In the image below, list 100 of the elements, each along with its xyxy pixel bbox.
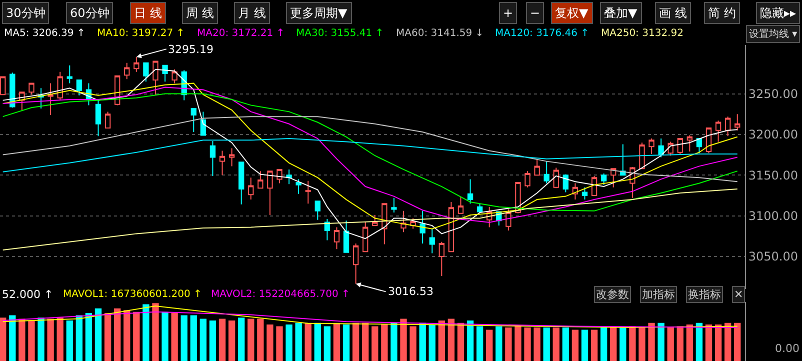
candlestick [658, 138, 664, 158]
candlestick [620, 144, 626, 176]
bar [438, 320, 445, 361]
text: 60分钟 [70, 6, 110, 20]
bar [428, 324, 436, 361]
candlestick [143, 62, 149, 82]
bar [28, 320, 35, 361]
candlestick [152, 60, 158, 96]
annotation: 3016.53 [388, 285, 434, 298]
text: + [503, 6, 514, 20]
bar [286, 324, 292, 361]
bar [190, 315, 197, 361]
bar [410, 326, 416, 361]
candlestick [134, 56, 140, 72]
bar [295, 322, 302, 361]
candlestick [314, 200, 320, 220]
annotation: 换指标 [688, 288, 721, 301]
bar [276, 326, 283, 361]
bar [342, 324, 350, 361]
candlestick [429, 228, 435, 254]
bar [572, 330, 579, 361]
bar [600, 327, 608, 361]
bar [696, 322, 703, 361]
bar [724, 322, 732, 361]
bar [734, 322, 741, 361]
candlestick [258, 170, 264, 189]
candlestick [57, 71, 63, 100]
candlestick [391, 197, 397, 214]
candlestick [296, 178, 302, 194]
bar [94, 308, 102, 361]
candlestick [66, 64, 72, 84]
candlestick [238, 162, 244, 205]
bar [352, 322, 360, 361]
candlestick [724, 116, 731, 137]
bar [705, 324, 712, 361]
bar [390, 322, 398, 361]
bar [686, 324, 694, 361]
text: 简 约 [708, 6, 736, 20]
text: MA120: 3176.46 ↑ [495, 28, 590, 39]
bar [66, 320, 73, 361]
candlestick [162, 64, 168, 82]
text: 复权▼ [555, 6, 589, 20]
bar [85, 312, 92, 361]
bar [209, 320, 216, 361]
bar [714, 324, 722, 361]
candlestick [305, 180, 311, 204]
bar [381, 324, 388, 361]
line-series [2, 188, 738, 250]
bar [104, 312, 112, 361]
candlestick [28, 82, 34, 96]
y-tick-label: 3150.00 [748, 168, 798, 182]
bar [590, 330, 598, 361]
annotation: 3295.19 [168, 43, 214, 56]
candlestick [343, 220, 350, 253]
text: MA20: 3172.21 ↑ [197, 28, 285, 39]
text: 隐藏▸▸ [760, 6, 796, 20]
bar [0, 318, 6, 361]
bar [658, 322, 664, 361]
text: MA5: 3206.39 ↑ [4, 28, 86, 39]
candlestick [420, 210, 426, 244]
candlestick [648, 138, 654, 154]
candlestick [95, 100, 102, 137]
bar [162, 312, 168, 361]
bar [257, 318, 264, 361]
bar [152, 303, 159, 361]
candlestick [352, 242, 359, 284]
bar [638, 327, 646, 361]
candlestick [553, 167, 559, 189]
candlestick [734, 114, 740, 131]
candlestick [210, 140, 216, 176]
candlestick [172, 68, 178, 84]
y-tick-label: 3200.00 [748, 128, 798, 142]
candlestick [219, 150, 226, 176]
bar [266, 324, 274, 361]
candlestick [562, 174, 568, 193]
bar [304, 322, 312, 361]
bar [648, 322, 655, 361]
bar [419, 322, 426, 361]
bar [448, 318, 455, 361]
candlestick [76, 79, 82, 96]
bar [171, 312, 178, 361]
series-label: MAVOL1: 167360601.200 ↑ [63, 289, 202, 300]
candlestick [677, 138, 683, 154]
bar [552, 327, 560, 361]
text: 画 线 [659, 6, 687, 20]
candlestick [267, 170, 273, 216]
candlestick [124, 62, 130, 80]
line-series [2, 138, 738, 172]
y-tick-label: 3250.00 [748, 87, 798, 101]
bar [543, 327, 550, 361]
bar [228, 320, 236, 361]
text: MA30: 3155.41 ↑ [296, 28, 384, 39]
text: MA60: 3141.59 ↓ [396, 28, 484, 39]
bar [457, 322, 464, 361]
series-label: MAVOL2: 152204665.700 ↑ [211, 289, 350, 300]
bar [9, 315, 16, 361]
candlestick [715, 120, 722, 142]
text: 30分钟 [6, 6, 46, 20]
candlestick [382, 203, 388, 245]
line-series [2, 116, 738, 182]
